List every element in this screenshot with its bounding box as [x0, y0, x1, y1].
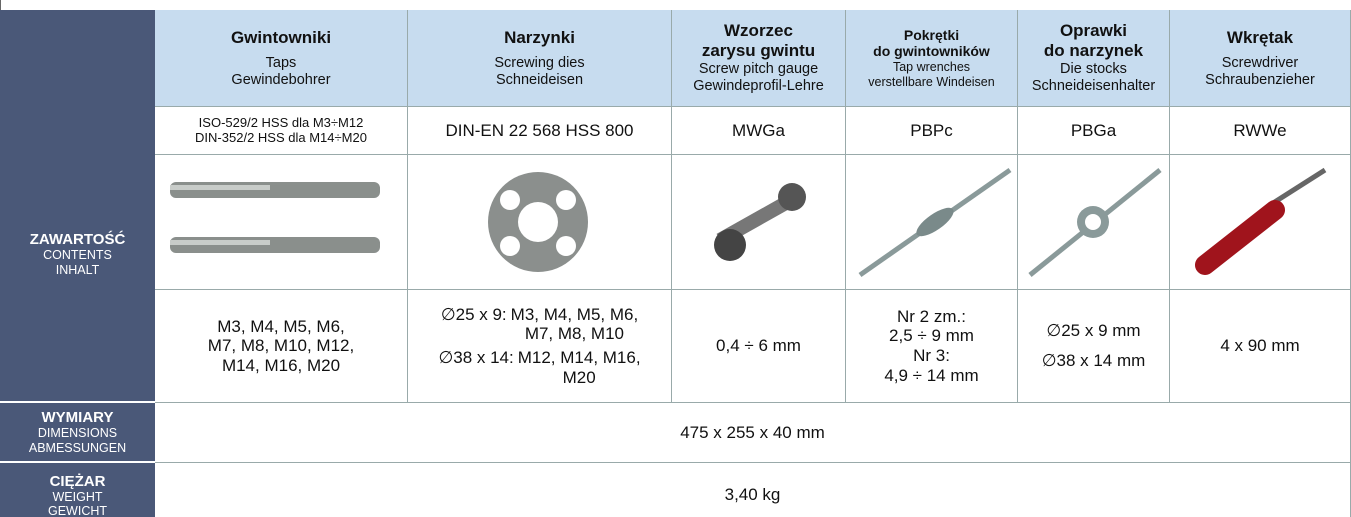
sizes-cell: ∅25 x 9 mm ∅38 x 14 mm [1018, 290, 1170, 403]
column-subtitle: Gewindeprofil-Lehre [693, 78, 824, 95]
column-subtitle: Screw pitch gauge [699, 61, 818, 78]
dimensions-label-line: ABMESSUNGEN [29, 441, 126, 455]
size-group: ∅25 x 9:M3, M4, M5, M6,M7, M8, M10 [441, 305, 638, 344]
column-title: Narzynki [504, 28, 575, 48]
size-line: 2,5 ÷ 9 mm [889, 326, 974, 346]
size-group: ∅38 x 14:M12, M14, M16,M20 [438, 348, 640, 387]
code: DIN-EN 22 568 HSS 800 [445, 121, 633, 141]
code: RWWe [1233, 121, 1286, 141]
column-subtitle: Taps [266, 55, 297, 72]
size-group-label: ∅25 x 9: [441, 305, 507, 325]
column-subtitle: Schneideisen [496, 72, 583, 89]
column-subtitle: Schneideisenhalter [1032, 78, 1155, 95]
size-line: ∅38 x 14 mm [1042, 351, 1146, 371]
size-line: M3, M4, M5, M6, [217, 317, 345, 337]
weight-label-line: GEWICHT [48, 504, 107, 517]
sizes-cell: 0,4 ÷ 6 mm [672, 290, 846, 403]
weight-value: 3,40 kg [725, 485, 781, 505]
code-cell: PBPc [846, 107, 1018, 155]
column-title: do gwintowników [873, 43, 990, 59]
column-title: do narzynek [1044, 41, 1143, 61]
column-title: zarysu gwintu [702, 41, 815, 61]
dimensions-label-line: DIMENSIONS [38, 426, 117, 440]
weight-label-line: WEIGHT [53, 490, 103, 504]
dimensions-label-line: WYMIARY [42, 409, 114, 426]
dimensions-value-cell: 475 x 255 x 40 mm [155, 403, 1351, 463]
size-line: M14, M16, M20 [222, 356, 340, 376]
size-group-lines: M12, M14, M16,M20 [518, 348, 641, 387]
size-line: M12, M14, M16, [518, 348, 641, 368]
image-cell [1170, 155, 1351, 290]
code: MWGa [732, 121, 785, 141]
column-subtitle: Screwing dies [494, 55, 584, 72]
size-line: Nr 3: [913, 346, 950, 366]
column-subtitle: Screwdriver [1222, 55, 1299, 72]
size-group-label: ∅38 x 14: [438, 348, 513, 368]
size-line: 4 x 90 mm [1220, 336, 1299, 356]
column-title: Pokrętki [904, 27, 959, 43]
size-line: M7, M8, M10 [511, 324, 639, 344]
contents-label-line: CONTENTS [43, 248, 112, 262]
size-line: M20 [518, 368, 641, 388]
column-subtitle: verstellbare Windeisen [868, 75, 994, 89]
code-cell: RWWe [1170, 107, 1351, 155]
contents-label-line: ZAWARTOŚĆ [30, 231, 126, 248]
column-subtitle: Schraubenzieher [1205, 72, 1315, 89]
size-line: ∅25 x 9 mm [1046, 321, 1140, 341]
code: ISO-529/2 HSS dla M3÷M12 [199, 116, 364, 131]
size-group-lines: M3, M4, M5, M6,M7, M8, M10 [511, 305, 639, 344]
sizes-cell: M3, M4, M5, M6,M7, M8, M10, M12,M14, M16… [155, 290, 408, 403]
image-cell [846, 155, 1018, 290]
image-cell [155, 155, 408, 290]
sizes-cell: ∅25 x 9:M3, M4, M5, M6,M7, M8, M10 ∅38 x … [408, 290, 672, 403]
code-cell: PBGa [1018, 107, 1170, 155]
image-cell [408, 155, 672, 290]
contents-label-line: INHALT [56, 263, 100, 277]
size-line: 4,9 ÷ 14 mm [884, 366, 978, 386]
spec-sheet: ZAWARTOŚĆCONTENTSINHALTWYMIARYDIMENSIONS… [0, 0, 1351, 517]
dimensions-value: 475 x 255 x 40 mm [680, 423, 825, 443]
frame-line [0, 0, 1, 10]
sizes-cell: 4 x 90 mm [1170, 290, 1351, 403]
column-subtitle: Die stocks [1060, 61, 1127, 78]
column-title: Gwintowniki [231, 28, 331, 48]
code: DIN-352/2 HSS dla M14÷M20 [195, 131, 367, 146]
image-cell [1018, 155, 1170, 290]
code: PBGa [1071, 121, 1116, 141]
code: PBPc [910, 121, 953, 141]
column-title: Wkrętak [1227, 28, 1293, 48]
header-blank [0, 10, 155, 107]
column-subtitle: Gewindebohrer [231, 72, 330, 89]
column-title: Wzorzec [724, 21, 793, 41]
image-cell [672, 155, 846, 290]
size-line: M3, M4, M5, M6, [511, 305, 639, 325]
weight-label-line: CIĘŻAR [50, 473, 106, 490]
weight-value-cell: 3,40 kg [155, 463, 1351, 517]
size-line: M7, M8, M10, M12, [208, 336, 354, 356]
code-cell: MWGa [672, 107, 846, 155]
size-line: 0,4 ÷ 6 mm [716, 336, 801, 356]
size-line: Nr 2 zm.: [897, 307, 966, 327]
code-cell: DIN-EN 22 568 HSS 800 [408, 107, 672, 155]
column-subtitle: Tap wrenches [893, 60, 970, 74]
column-title: Oprawki [1060, 21, 1127, 41]
